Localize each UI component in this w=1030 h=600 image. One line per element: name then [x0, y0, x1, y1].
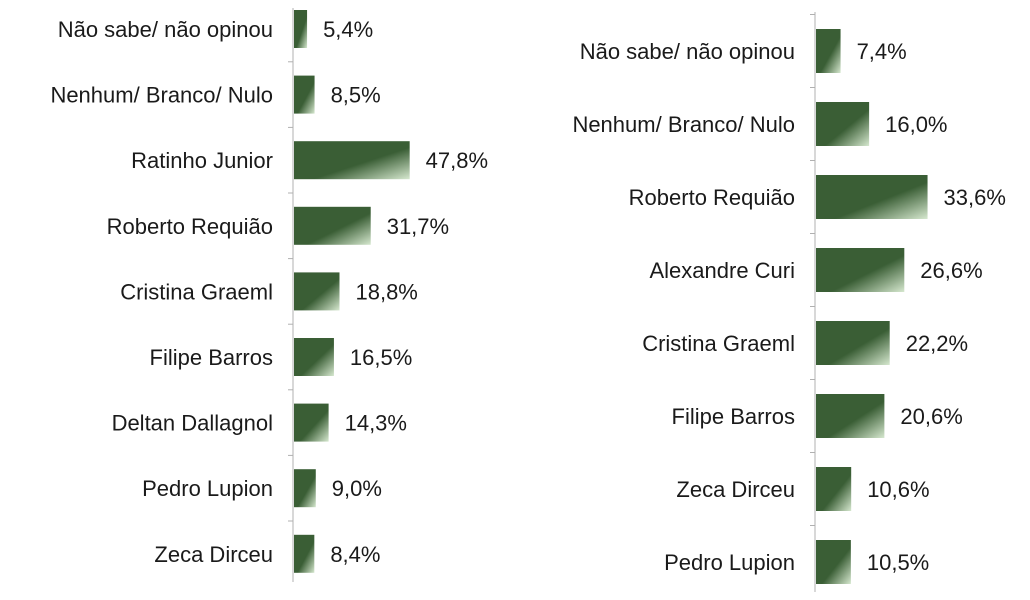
category-label: Não sabe/ não opinou [58, 17, 273, 42]
bar [816, 29, 841, 73]
bar [816, 467, 852, 511]
bar [816, 248, 905, 292]
bar [294, 206, 371, 245]
data-label: 14,3% [345, 411, 407, 436]
data-label: 7,4% [857, 39, 907, 64]
bar [816, 102, 870, 146]
category-label: Pedro Lupion [142, 476, 273, 501]
data-label: 5,4% [323, 17, 373, 42]
bar [294, 141, 410, 180]
bar [294, 469, 316, 508]
category-label: Roberto Requião [629, 185, 795, 210]
bar [294, 10, 308, 48]
bar [294, 534, 315, 573]
data-label: 31,7% [387, 214, 449, 239]
data-label: 8,5% [331, 83, 381, 108]
bar [816, 175, 928, 219]
category-label: Ratinho Junior [131, 148, 273, 173]
data-label: 20,6% [900, 404, 962, 429]
category-label: Zeca Dirceu [676, 477, 795, 502]
bar [294, 75, 315, 114]
category-label: Pedro Lupion [664, 550, 795, 575]
data-label: 33,6% [944, 185, 1006, 210]
chart-left: Não sabe/ não opinou 5,4% Nenhum/ Branco/ … [50, 8, 488, 582]
data-label: 10,6% [867, 477, 929, 502]
data-label: 18,8% [355, 279, 417, 304]
data-label: 47,8% [426, 148, 488, 173]
data-label: 26,6% [920, 258, 982, 283]
category-label: Nenhum/ Branco/ Nulo [50, 83, 273, 108]
data-label: 16,0% [885, 112, 947, 137]
bar [294, 272, 340, 311]
bar [816, 394, 885, 438]
category-label: Zeca Dirceu [154, 542, 273, 567]
data-label: 10,5% [867, 550, 929, 575]
category-label: Filipe Barros [150, 345, 273, 370]
data-label: 22,2% [906, 331, 968, 356]
category-label: Deltan Dallagnol [112, 411, 273, 436]
chart-right: Não sabe/ não opinou 7,4% Nenhum/ Branco/ … [572, 12, 1006, 592]
category-label: Alexandre Curi [649, 258, 795, 283]
bar [816, 540, 851, 584]
category-label: Cristina Graeml [120, 279, 273, 304]
bar [294, 338, 334, 376]
category-label: Cristina Graeml [642, 331, 795, 356]
category-label: Roberto Requião [107, 214, 273, 239]
bar [294, 403, 329, 442]
data-label: 16,5% [350, 345, 412, 370]
data-label: 9,0% [332, 476, 382, 501]
category-label: Filipe Barros [672, 404, 795, 429]
bar [816, 321, 890, 365]
data-label: 8,4% [330, 542, 380, 567]
category-label: Nenhum/ Branco/ Nulo [572, 112, 795, 137]
category-label: Não sabe/ não opinou [580, 39, 795, 64]
